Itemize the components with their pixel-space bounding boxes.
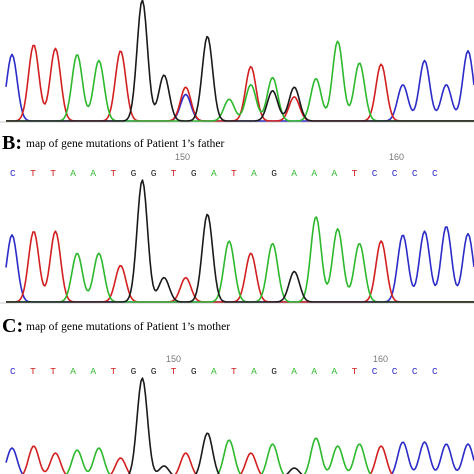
sequence-base: A xyxy=(211,366,217,377)
sequence-base: A xyxy=(291,366,297,377)
sequence-base: A xyxy=(311,366,317,377)
trace-A xyxy=(6,216,474,303)
panel-a-traces xyxy=(5,0,474,122)
sequence-base: C xyxy=(372,366,378,377)
trace-C xyxy=(5,50,474,122)
sequence-base: T xyxy=(30,168,36,179)
panel-b-title: map of gene mutations of Patient 1’s fat… xyxy=(26,138,224,150)
trace-T xyxy=(6,230,474,303)
sequence-base: C xyxy=(392,168,398,179)
panel-c-traces xyxy=(5,377,474,474)
sequence-base: A xyxy=(90,366,96,377)
sequence-base: C xyxy=(372,168,378,179)
panel-b: B: map of gene mutations of Patient 1’s … xyxy=(0,132,474,304)
sequence-base: A xyxy=(211,168,217,179)
sequence-base: T xyxy=(352,366,358,377)
sequence-base: A xyxy=(332,366,338,377)
trace-C xyxy=(5,226,474,303)
panel-c-position-150: 150 xyxy=(166,354,181,364)
sequence-base: T xyxy=(231,366,237,377)
sequence-base: C xyxy=(10,168,16,179)
panel-a xyxy=(0,0,474,123)
sequence-base: G xyxy=(271,366,277,377)
trace-G xyxy=(128,377,303,474)
sequence-base: T xyxy=(171,366,177,377)
panel-c-position-160: 160 xyxy=(373,354,388,364)
sequence-base: T xyxy=(352,168,358,179)
panel-b-position-160: 160 xyxy=(389,152,404,162)
trace-A xyxy=(6,40,474,122)
sequence-base: G xyxy=(131,168,137,179)
sequence-base: T xyxy=(111,168,117,179)
sequence-base: G xyxy=(151,366,157,377)
sequence-base: G xyxy=(151,168,157,179)
sequence-base: T xyxy=(171,168,177,179)
sequence-base: C xyxy=(432,366,438,377)
trace-C xyxy=(5,441,474,474)
sequence-base: T xyxy=(50,168,56,179)
sequence-base: A xyxy=(251,168,257,179)
sequence-base: T xyxy=(50,366,56,377)
panel-b-position-150: 150 xyxy=(175,152,190,162)
panel-b-traces xyxy=(5,179,474,303)
sequence-base: C xyxy=(432,168,438,179)
panel-b-letter: B: xyxy=(2,132,22,154)
sequence-base: A xyxy=(90,168,96,179)
sequence-base: C xyxy=(412,366,418,377)
sequence-base: G xyxy=(271,168,277,179)
sequence-base: G xyxy=(191,168,197,179)
sequence-base: A xyxy=(291,168,297,179)
trace-G xyxy=(6,0,474,122)
sequence-base: A xyxy=(251,366,257,377)
trace-G xyxy=(6,179,474,303)
sequence-base: C xyxy=(10,366,16,377)
sequence-base: T xyxy=(30,366,36,377)
panel-c: C: map of gene mutations of Patient 1’s … xyxy=(2,315,474,474)
sequence-base: G xyxy=(131,366,137,377)
panel-c-letter: C: xyxy=(2,315,23,337)
sequence-base: A xyxy=(70,168,76,179)
sequence-base: G xyxy=(191,366,197,377)
sequence-base: T xyxy=(111,366,117,377)
sequence-base: A xyxy=(332,168,338,179)
sequence-base: C xyxy=(392,366,398,377)
sequence-base: C xyxy=(412,168,418,179)
panel-c-title: map of gene mutations of Patient 1’s mot… xyxy=(26,321,230,333)
sequence-base: A xyxy=(311,168,317,179)
sequence-base: T xyxy=(231,168,237,179)
sequence-base: A xyxy=(70,366,76,377)
